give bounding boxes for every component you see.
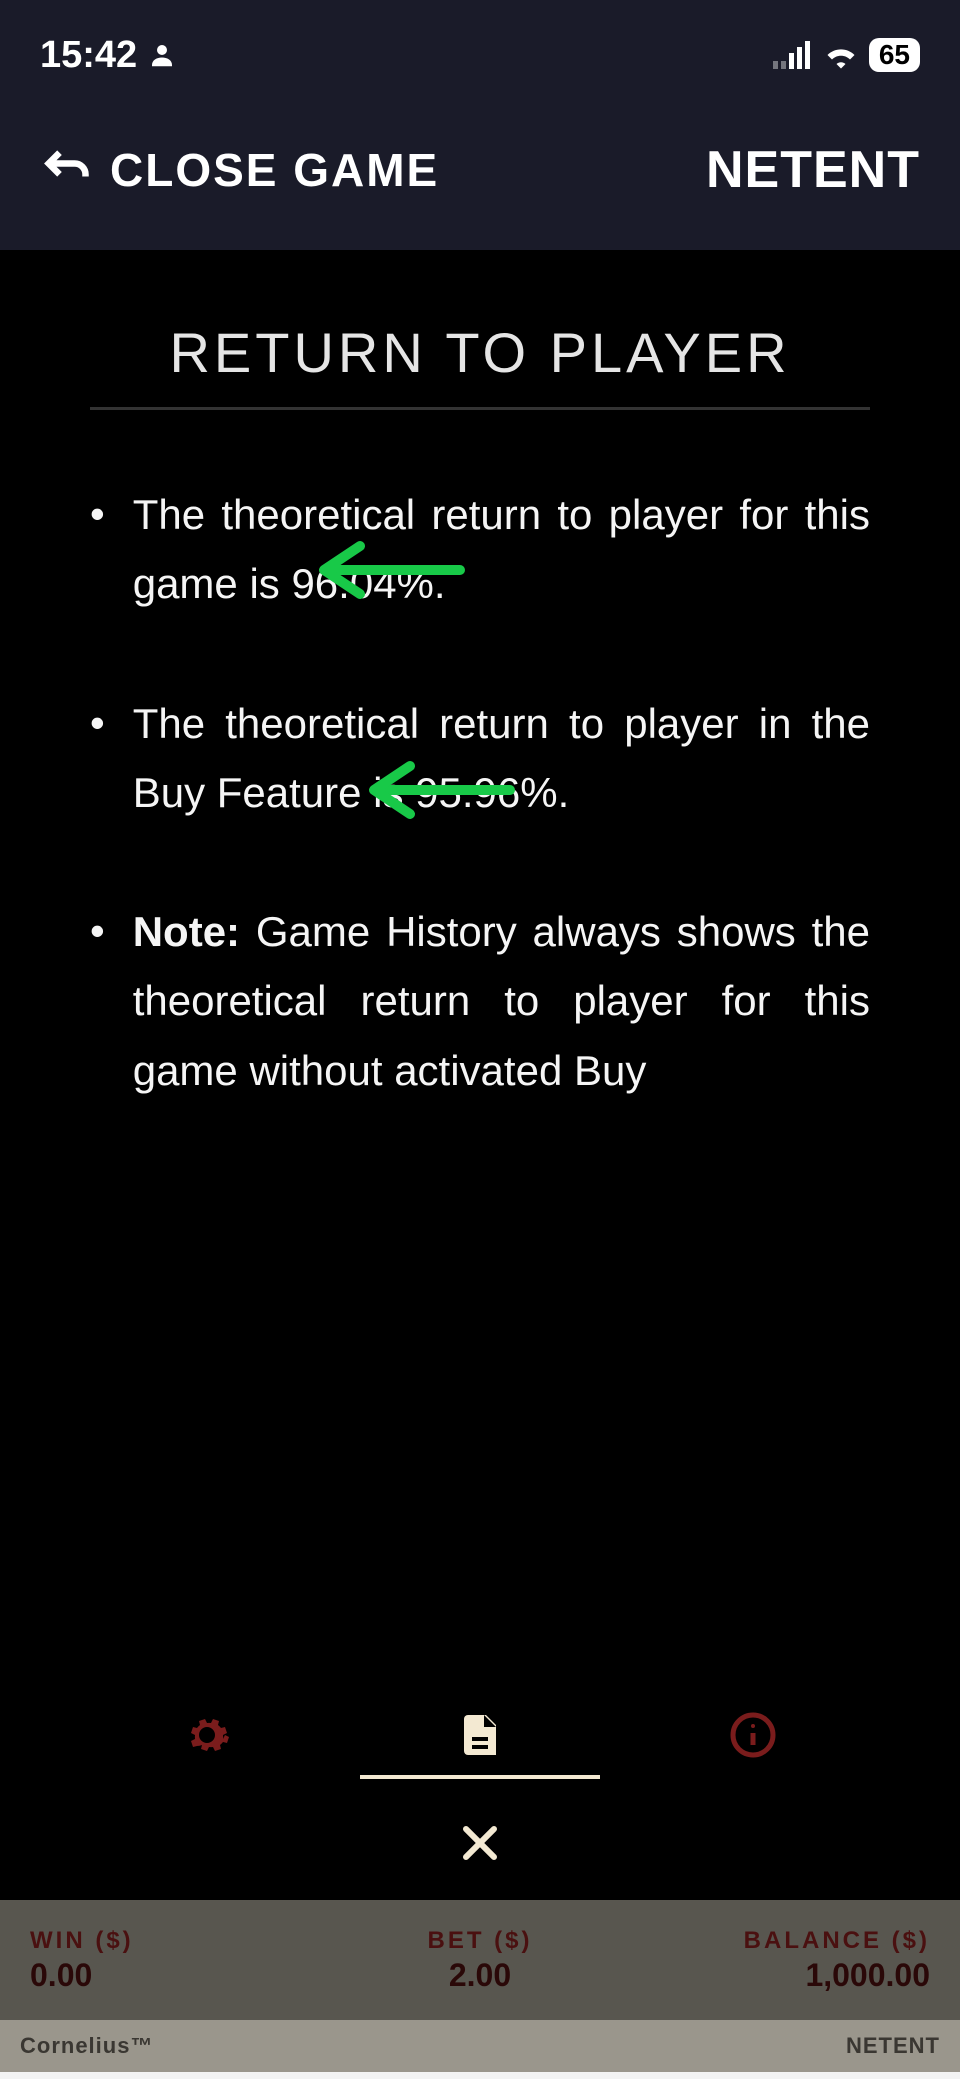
- tab-row: [0, 1680, 960, 1790]
- stat-win: WIN ($) 0.00: [30, 1927, 330, 1994]
- list-item: • Note: Game History always shows the th…: [90, 897, 870, 1105]
- status-time: 15:42: [40, 34, 137, 77]
- stat-balance-value: 1,000.00: [630, 1957, 930, 1994]
- close-game-label: CLOSE GAME: [110, 143, 439, 197]
- app-header: CLOSE GAME NETENT: [0, 110, 960, 250]
- list-item-text: Note: Game History always shows the theo…: [133, 897, 870, 1105]
- game-name: Cornelius™: [20, 2033, 153, 2059]
- battery-indicator: 65: [869, 38, 920, 72]
- bullet-icon: •: [90, 689, 105, 828]
- tab-paytable[interactable]: [360, 1711, 600, 1759]
- provider-name: NETENT: [846, 2033, 940, 2059]
- list-item: • The theoretical return to player for t…: [90, 480, 870, 619]
- stat-win-value: 0.00: [30, 1957, 330, 1994]
- person-icon: [147, 40, 177, 70]
- back-arrow-icon: [40, 144, 92, 196]
- status-right: 65: [773, 38, 920, 72]
- stat-bet-value: 2.00: [330, 1957, 630, 1994]
- stat-balance: BALANCE ($) 1,000.00: [630, 1927, 930, 1994]
- brand-footer: Cornelius™ NETENT: [0, 2020, 960, 2072]
- list-item: • The theoretical return to player in th…: [90, 689, 870, 828]
- stats-bar: WIN ($) 0.00 BET ($) 2.00 BALANCE ($) 1,…: [0, 1900, 960, 2020]
- page-icon: [456, 1711, 504, 1759]
- stat-bet-label: BET ($): [330, 1927, 630, 1955]
- wifi-icon: [823, 41, 859, 69]
- close-row: [0, 1790, 960, 1900]
- page-title: RETURN TO PLAYER: [90, 320, 870, 407]
- cellular-icon: [773, 41, 813, 69]
- content-area: RETURN TO PLAYER • The theoretical retur…: [0, 250, 960, 1680]
- list-item-text: The theoretical return to player in the …: [133, 689, 870, 828]
- close-button[interactable]: [456, 1819, 504, 1872]
- info-icon: [729, 1711, 777, 1759]
- tab-settings[interactable]: [87, 1711, 327, 1759]
- tab-active-underline: [360, 1775, 600, 1779]
- note-text: Game History always shows the theoretica…: [133, 908, 870, 1094]
- list-item-text: The theoretical return to player for thi…: [133, 480, 870, 619]
- brand-text: NETENT: [706, 141, 920, 199]
- stat-win-label: WIN ($): [30, 1927, 330, 1955]
- status-bar: 15:42 65: [0, 0, 960, 110]
- title-underline: [90, 407, 870, 410]
- gear-icon: [183, 1711, 231, 1759]
- close-game-button[interactable]: CLOSE GAME: [40, 143, 439, 197]
- stat-balance-label: BALANCE ($): [630, 1927, 930, 1955]
- browser-url-bar[interactable]: games.evolution.com: [0, 2072, 960, 2079]
- note-label: Note:: [133, 908, 240, 955]
- rtp-list: • The theoretical return to player for t…: [90, 480, 870, 1105]
- bullet-icon: •: [90, 897, 105, 1105]
- netent-logo: NETENT: [706, 140, 920, 200]
- stat-bet: BET ($) 2.00: [330, 1927, 630, 1994]
- status-left: 15:42: [40, 34, 177, 77]
- tab-info[interactable]: [633, 1711, 873, 1759]
- content-fade: [0, 1560, 960, 1680]
- close-icon: [456, 1819, 504, 1867]
- bullet-icon: •: [90, 480, 105, 619]
